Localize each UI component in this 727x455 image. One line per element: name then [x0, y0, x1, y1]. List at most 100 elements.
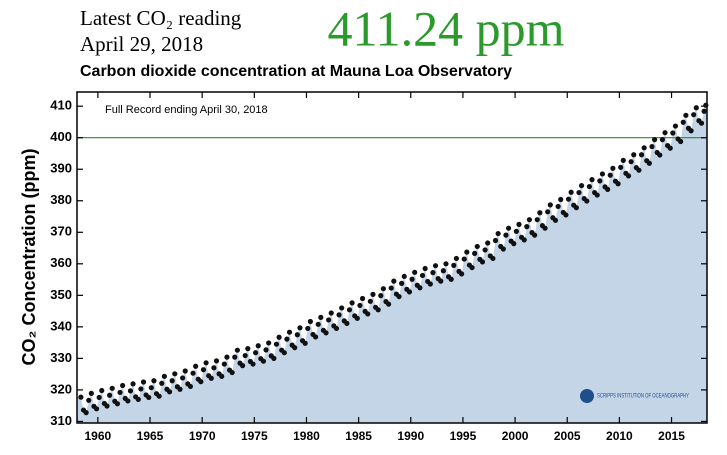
- data-point: [409, 276, 415, 282]
- data-point: [568, 189, 574, 195]
- data-point: [120, 382, 126, 389]
- data-point: [448, 276, 454, 282]
- data-point: [516, 221, 522, 227]
- data-point: [505, 225, 512, 231]
- data-point: [297, 325, 303, 331]
- data-point: [657, 152, 663, 158]
- data-point: [271, 355, 277, 361]
- data-point: [88, 390, 94, 396]
- data-point: [367, 298, 373, 304]
- plot-area: 310 320 330 340 350 360 370 380 390 400 410 1960 196…: [50, 91, 709, 443]
- data-point: [391, 278, 397, 284]
- data-point: [114, 401, 121, 407]
- data-point: [479, 259, 486, 265]
- data-point: [513, 228, 519, 234]
- data-point: [276, 334, 282, 340]
- data-point: [354, 315, 360, 321]
- data-point: [646, 160, 652, 166]
- data-point: [365, 311, 371, 317]
- data-point: [333, 325, 340, 332]
- data-point: [151, 378, 157, 384]
- data-point: [239, 363, 246, 369]
- data-point: [263, 347, 269, 353]
- data-point: [620, 157, 626, 164]
- data-point: [651, 137, 658, 143]
- data-point: [357, 302, 363, 309]
- data-point: [229, 369, 235, 376]
- data-point: [284, 336, 290, 342]
- data-point: [273, 341, 280, 347]
- x-tick-label: 1970: [189, 429, 216, 443]
- data-point: [318, 314, 324, 320]
- data-point: [670, 130, 676, 136]
- data-point: [693, 105, 699, 111]
- data-point: [135, 396, 141, 402]
- chart-title: Carbon dioxide concentration at Mauna Lo…: [80, 63, 512, 80]
- data-point: [628, 159, 634, 165]
- data-point: [326, 317, 332, 323]
- data-point: [211, 365, 217, 371]
- data-point: [474, 243, 480, 250]
- data-point: [169, 378, 175, 384]
- data-point: [219, 373, 225, 379]
- data-point: [419, 272, 426, 279]
- data-point: [440, 268, 446, 274]
- data-point: [127, 388, 134, 394]
- data-point: [662, 130, 668, 136]
- data-point: [451, 262, 457, 268]
- y-tick-label: 390: [50, 161, 72, 176]
- data-point: [148, 385, 154, 391]
- data-point: [323, 330, 329, 336]
- y-tick-label: 370: [50, 224, 72, 239]
- data-point: [336, 312, 342, 318]
- data-point: [688, 128, 694, 134]
- data-point: [266, 340, 272, 346]
- data-point: [96, 394, 102, 401]
- data-point: [432, 263, 439, 269]
- x-tick-label: 2005: [554, 429, 581, 443]
- data-point: [453, 255, 460, 262]
- data-point: [678, 138, 684, 145]
- data-point: [198, 379, 204, 385]
- x-tick-label: 1960: [85, 429, 112, 443]
- data-point: [208, 375, 214, 381]
- data-point: [698, 120, 705, 126]
- data-point: [636, 167, 642, 173]
- data-point: [576, 189, 582, 196]
- data-point: [187, 383, 194, 390]
- reading-label: Latest CO₂ reading: [80, 6, 242, 30]
- data-point: [339, 305, 345, 311]
- data-point: [422, 265, 428, 272]
- data-point: [253, 350, 259, 356]
- data-point: [511, 241, 517, 247]
- data-point: [701, 108, 707, 114]
- data-point: [586, 183, 593, 190]
- x-tick-label: 1990: [397, 429, 424, 443]
- data-point: [302, 340, 308, 346]
- data-point: [618, 164, 624, 170]
- data-point: [638, 152, 645, 158]
- data-point: [250, 361, 256, 367]
- data-point: [203, 360, 209, 366]
- data-point: [193, 363, 199, 369]
- data-point: [547, 202, 553, 208]
- data-point: [464, 249, 470, 255]
- data-point: [109, 385, 115, 391]
- data-point: [177, 386, 183, 392]
- data-point: [490, 255, 496, 262]
- data-point: [159, 380, 165, 386]
- data-point: [558, 196, 564, 203]
- y-tick-label: 320: [50, 381, 72, 396]
- data-point: [313, 334, 319, 340]
- data-point: [117, 389, 123, 396]
- data-point: [349, 300, 355, 306]
- data-point: [584, 198, 590, 204]
- data-point: [255, 343, 261, 349]
- data-point: [599, 171, 606, 177]
- data-point: [615, 181, 621, 187]
- y-tick-label: 410: [50, 98, 72, 113]
- data-point: [659, 137, 666, 143]
- data-point: [406, 289, 413, 295]
- data-point: [375, 307, 381, 313]
